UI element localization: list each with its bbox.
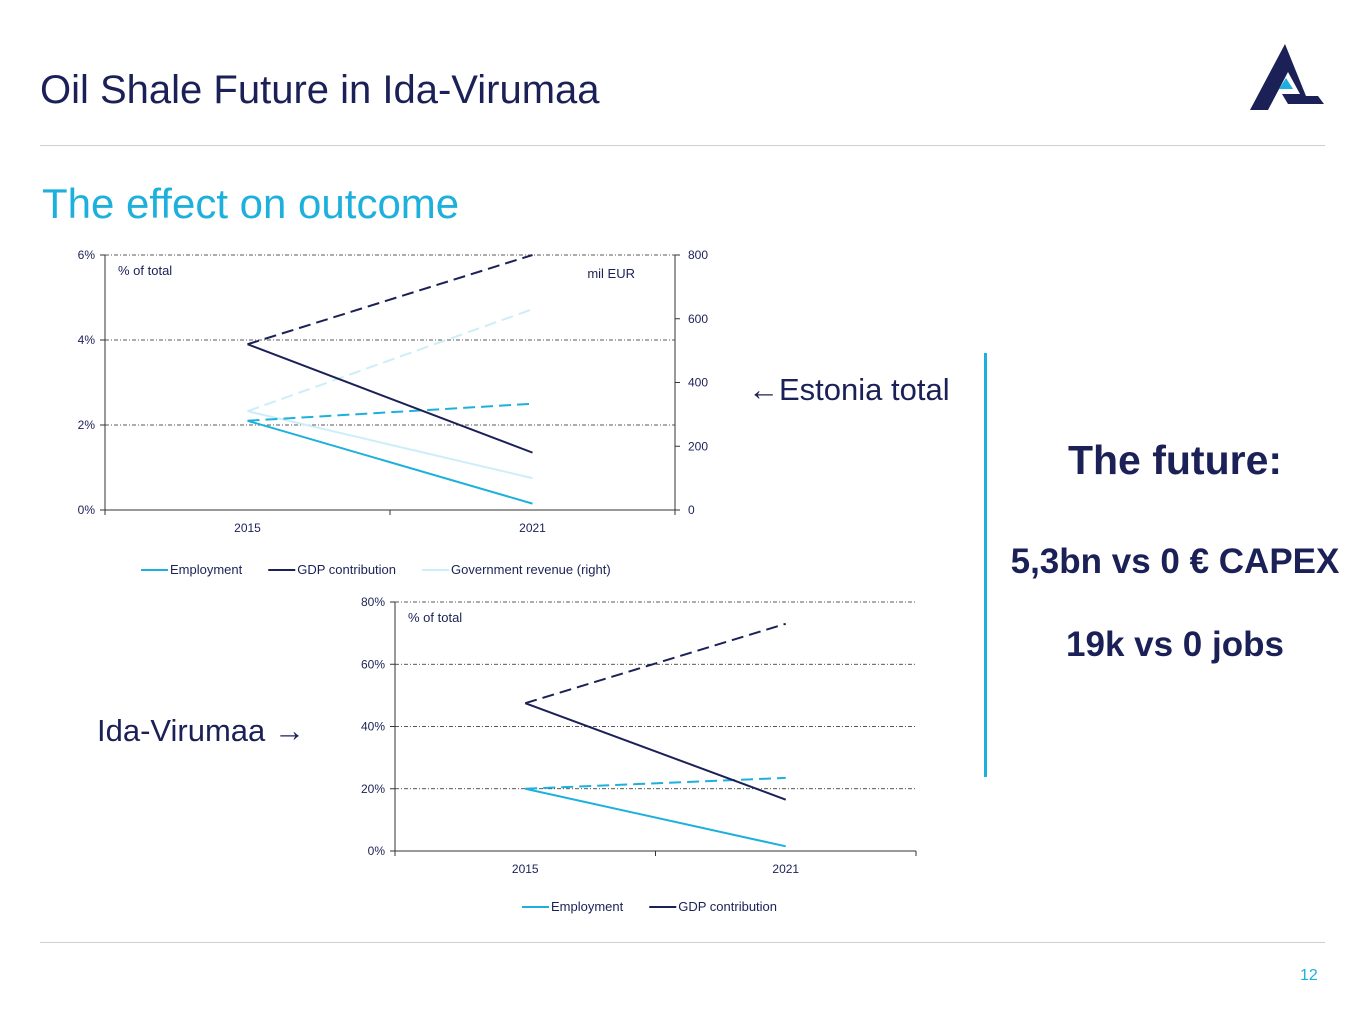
y-right-tick-label: 400 <box>688 376 708 390</box>
x-tick-label: 2021 <box>519 521 546 535</box>
y-axis-label: % of total <box>118 263 172 278</box>
future-divider <box>984 353 987 777</box>
y-tick-label: 20% <box>361 782 385 796</box>
x-tick-label: 2021 <box>772 862 799 876</box>
page-number: 12 <box>1300 967 1318 984</box>
y-right-tick-label: 800 <box>688 248 708 262</box>
y-tick-label: 40% <box>361 720 385 734</box>
y-tick-label: 4% <box>78 333 96 347</box>
future-jobs: 19k vs 0 jobs <box>1066 625 1284 664</box>
slide-subtitle: The effect on outcome <box>42 180 460 227</box>
x-tick-label: 2015 <box>512 862 539 876</box>
slide-title: Oil Shale Future in Ida-Virumaa <box>40 68 600 112</box>
y-axis-label: % of total <box>408 610 462 625</box>
company-logo-icon <box>1250 44 1324 110</box>
series-line-employment-dashed <box>247 402 533 422</box>
y-right-axis-label: mil EUR <box>587 266 635 281</box>
legend-label: Government revenue (right) <box>451 562 611 577</box>
y-right-tick-label: 200 <box>688 439 708 453</box>
y-tick-label: 0% <box>78 503 96 517</box>
series-line-employment-solid <box>247 419 533 505</box>
y-tick-label: 80% <box>361 595 385 609</box>
x-tick-label: 2015 <box>234 521 261 535</box>
series-line-government-revenue-right--solid <box>247 410 533 480</box>
y-tick-label: 6% <box>78 248 96 262</box>
future-heading: The future: <box>1067 437 1283 483</box>
series-line-gdp-contribution-dashed <box>524 622 787 705</box>
estonia-total-annotation: ←Estonia total <box>748 372 950 407</box>
header-divider <box>40 145 1325 146</box>
series-line-gdp-contribution-dashed <box>247 254 533 346</box>
legend-label: GDP contribution <box>678 899 777 914</box>
footer-divider <box>40 942 1325 943</box>
y-right-tick-label: 600 <box>688 312 708 326</box>
future-capex: 5,3bn vs 0 € CAPEX <box>1010 542 1340 581</box>
series-line-employment-dashed <box>525 776 786 790</box>
series-line-gdp-contribution-solid <box>524 702 787 801</box>
legend-label: GDP contribution <box>297 562 396 577</box>
y-tick-label: 60% <box>361 657 385 671</box>
y-tick-label: 2% <box>78 418 96 432</box>
ida-virumaa-annotation: Ida-Virumaa → <box>97 713 305 748</box>
y-tick-label: 0% <box>368 844 386 858</box>
series-line-gdp-contribution-solid <box>247 343 533 454</box>
estonia-total-chart: 0% 2% 4% 6% 0 200 400 600 800 2015 2021 % of total m… <box>78 248 709 577</box>
y-right-tick-label: 0 <box>688 503 695 517</box>
ida-virumaa-chart: 0% 20% 40% 60% 80% 2015 2021 % of total Employme… <box>361 595 917 914</box>
series-line-government-revenue-right--dashed <box>247 308 533 413</box>
legend-label: Employment <box>551 899 624 914</box>
series-line-employment-solid <box>525 787 786 848</box>
legend-label: Employment <box>170 562 243 577</box>
